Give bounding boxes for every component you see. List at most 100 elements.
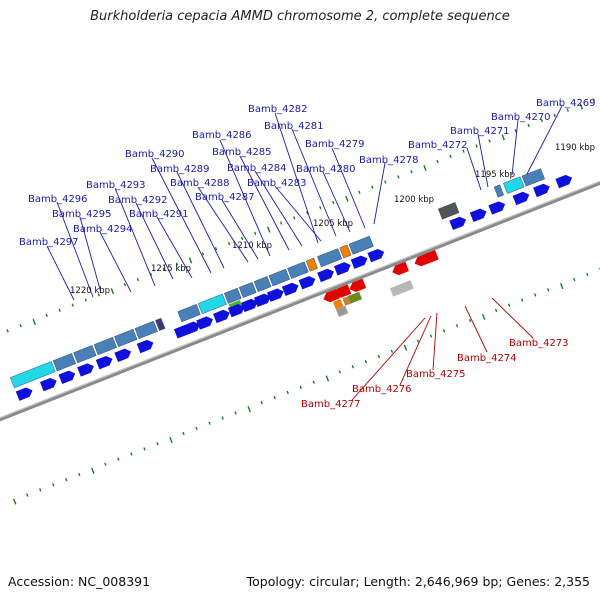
tick-mark xyxy=(319,205,322,210)
gene-arrow xyxy=(39,376,59,392)
tick-mark xyxy=(501,134,505,141)
tick-mark xyxy=(455,324,459,328)
gene-arrow xyxy=(196,314,215,330)
tick-mark xyxy=(462,149,465,153)
tick-mark xyxy=(410,170,413,174)
forward-gene-labels xyxy=(46,105,563,301)
tick-mark xyxy=(390,349,394,354)
sequence-backbone xyxy=(0,167,600,428)
gene-arrow xyxy=(77,361,96,377)
tick-mark xyxy=(32,318,36,325)
gene-label: Bamb_4275 xyxy=(406,369,466,380)
tick-mark xyxy=(351,365,355,369)
page-title: Burkholderia cepacia AMMD chromosome 2, … xyxy=(90,9,510,24)
feature-block xyxy=(347,291,363,304)
gene-label: Bamb_4289 xyxy=(150,164,210,175)
gene-label: Bamb_4282 xyxy=(248,104,308,115)
tick-mark xyxy=(136,277,140,282)
feature-block xyxy=(224,287,242,304)
feature-block xyxy=(93,337,117,356)
feature-block xyxy=(197,293,227,315)
tick-mark xyxy=(293,216,296,220)
feature-block xyxy=(503,176,525,194)
tick-mark xyxy=(162,267,166,271)
gene-arrow xyxy=(298,274,318,290)
tick-mark xyxy=(384,180,387,184)
tick-mark xyxy=(266,226,271,233)
gene-arrow xyxy=(213,307,232,324)
gene-label: Bamb_4293 xyxy=(86,180,146,191)
tick-mark xyxy=(553,113,556,117)
tick-mark xyxy=(123,282,127,287)
tick-mark xyxy=(534,293,537,297)
tick-mark xyxy=(332,200,335,205)
gene-label: Bamb_4281 xyxy=(264,121,324,132)
gene-label: Bamb_4297 xyxy=(19,237,79,248)
tick-mark xyxy=(566,108,569,112)
tick-mark xyxy=(279,221,283,225)
tick-mark xyxy=(12,498,17,505)
tick-mark xyxy=(58,308,61,312)
tick-mark xyxy=(240,236,244,241)
feature-block xyxy=(342,296,351,306)
scale-label: 1220 kbp xyxy=(70,286,110,296)
accession-label: Accession: NC_008391 xyxy=(8,574,151,589)
gene-label: Bamb_4271 xyxy=(450,126,510,137)
tick-mark xyxy=(247,406,251,413)
tick-mark xyxy=(442,329,446,333)
gene-label: Bamb_4280 xyxy=(296,164,356,175)
tick-mark xyxy=(273,395,276,400)
gene-label: Bamb_4283 xyxy=(247,178,307,189)
gene-arrow xyxy=(449,214,468,231)
tick-mark xyxy=(299,385,302,389)
feature-block xyxy=(253,276,272,293)
gene-label: Bamb_4286 xyxy=(192,130,252,141)
gene-label: Bamb_4273 xyxy=(509,338,569,349)
gene-label: Bamb_4269 xyxy=(536,98,596,109)
feature-block xyxy=(389,280,414,297)
tick-mark xyxy=(19,324,22,328)
tick-mark xyxy=(214,247,218,251)
forward-gene-label-text: Bamb_4297 Bamb_4296 Bamb_4295 Bamb_4294 … xyxy=(19,98,596,248)
tick-mark xyxy=(221,416,224,420)
tick-mark xyxy=(208,421,211,425)
tick-mark xyxy=(195,426,198,431)
tick-mark xyxy=(260,401,263,405)
tick-mark xyxy=(494,308,498,312)
gene-label: Bamb_4285 xyxy=(212,147,272,158)
feature-block xyxy=(177,304,201,323)
tick-mark xyxy=(78,472,81,477)
tick-mark xyxy=(130,452,133,456)
tick-mark xyxy=(234,411,237,415)
gene-arrow xyxy=(15,385,35,401)
gene-label: Bamb_4288 xyxy=(170,178,230,189)
tick-mark xyxy=(52,483,55,487)
scale-label: 1200 kbp xyxy=(394,195,434,205)
feature-block xyxy=(134,320,158,339)
tick-mark xyxy=(573,277,576,282)
sequence-backbone-highlight xyxy=(0,167,600,425)
tick-mark xyxy=(39,488,42,492)
gene-label: Bamb_4290 xyxy=(125,149,185,160)
tick-mark xyxy=(169,436,173,444)
gene-label: Bamb_4295 xyxy=(52,209,112,220)
gene-label: Bamb_4294 xyxy=(73,224,133,235)
tick-mark xyxy=(26,493,29,497)
tick-mark xyxy=(377,354,381,359)
feature-block xyxy=(521,168,545,187)
tick-mark xyxy=(514,129,517,133)
tick-mark xyxy=(358,190,361,194)
gene-arrow xyxy=(95,354,115,370)
tick-mark xyxy=(110,288,115,295)
tick-mark xyxy=(540,118,543,123)
genome-summary: Topology: circular; Length: 2,646,969 bp… xyxy=(246,574,590,589)
scale-labels: 1190 kbp 1195 kbp 1200 kbp 1205 kbp 1210… xyxy=(70,143,595,296)
tick-mark xyxy=(286,390,289,395)
tick-mark xyxy=(488,139,491,143)
gene-label: Bamb_4279 xyxy=(305,139,365,150)
gene-label: Bamb_4292 xyxy=(108,195,168,206)
feature-block xyxy=(335,305,349,317)
scale-label: 1195 kbp xyxy=(475,170,515,180)
feature-block xyxy=(339,244,352,259)
